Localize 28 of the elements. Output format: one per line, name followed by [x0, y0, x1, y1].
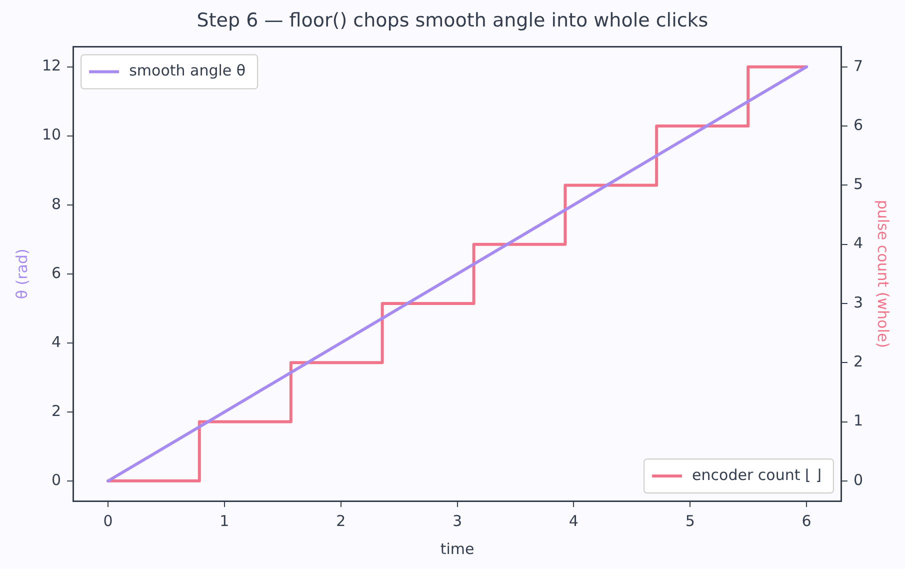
y-tick-label: 2 — [52, 402, 62, 420]
x-tick-label: 0 — [103, 512, 113, 530]
legend-label: encoder count ⌊ ⌋ — [692, 466, 822, 484]
y-tick-label: 8 — [52, 194, 62, 213]
y-tick-label: 10 — [42, 126, 62, 144]
x-tick-label: 2 — [336, 512, 346, 530]
x-tick-label: 4 — [568, 512, 578, 530]
x-tick-label: 6 — [802, 512, 812, 530]
y-tick-label: 12 — [42, 56, 62, 75]
x-tick-label: 1 — [220, 512, 230, 530]
x-axis-title: time — [440, 540, 474, 558]
y-tick-label: 6 — [52, 264, 62, 282]
y2-tick-label: 4 — [853, 234, 864, 252]
y2-tick-label: 3 — [853, 293, 864, 312]
x-tick-label: 3 — [452, 512, 462, 530]
y2-tick-label: 0 — [853, 470, 864, 489]
y2-tick-label: 7 — [853, 56, 864, 75]
y-tick-label: 0 — [52, 470, 62, 489]
y-tick-label: 4 — [52, 332, 62, 351]
legend-label: smooth angle θ — [129, 62, 246, 80]
chart-title: Step 6 — floor() chops smooth angle into whole clicks — [196, 9, 708, 32]
y2-tick-label: 2 — [853, 352, 864, 370]
y2-tick-label: 6 — [853, 116, 864, 134]
x-tick-label: 5 — [685, 512, 695, 530]
y2-tick-label: 1 — [853, 412, 864, 430]
y2-axis-title: pulse count (whole) — [874, 200, 892, 348]
y-axis-title: θ (rad) — [12, 248, 31, 300]
y2-tick-label: 5 — [853, 175, 864, 194]
